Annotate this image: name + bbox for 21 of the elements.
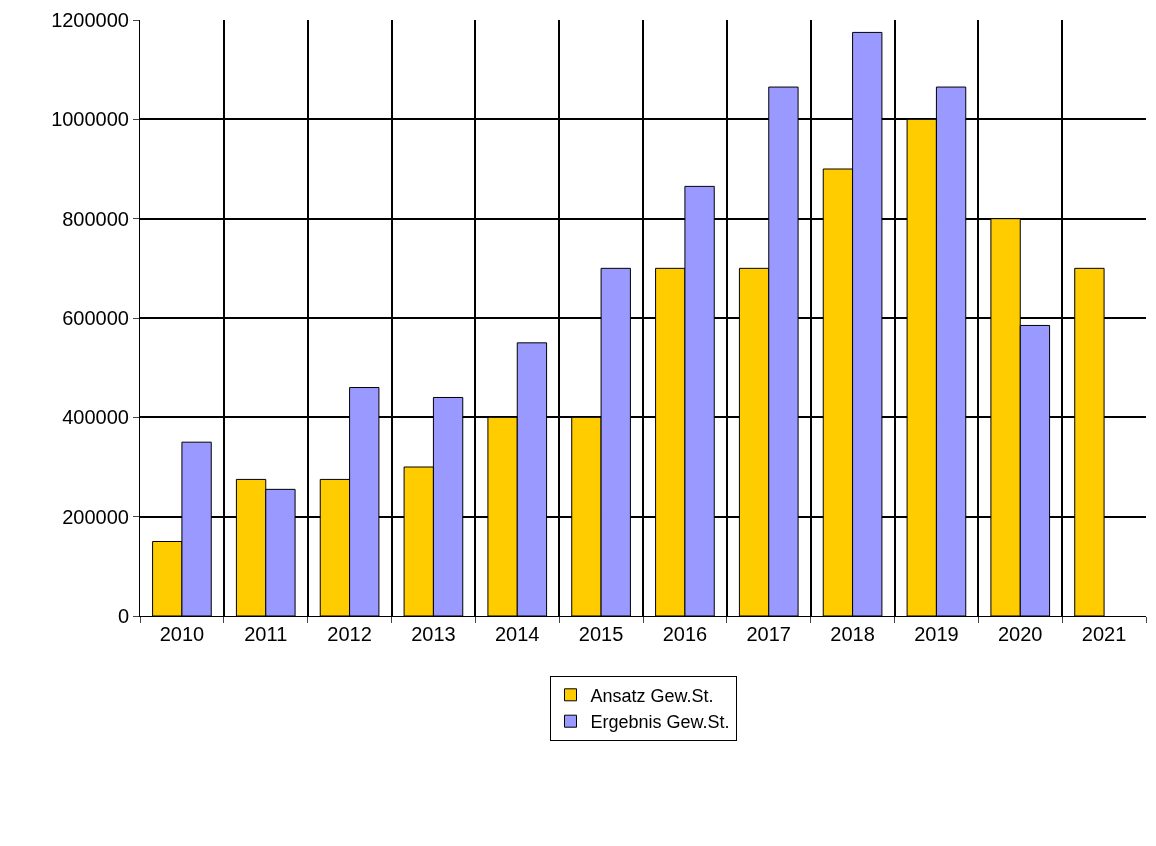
x-tick-label: 2019 [914,623,959,645]
x-tick-label: 2017 [746,623,791,645]
x-tick-label: 2012 [327,623,372,645]
x-tick-label: 2014 [495,623,540,645]
x-tick-label: 2011 [244,623,288,645]
y-tick-label: 800000 [62,207,129,230]
legend-label: Ergebnis Gew.St. [590,712,730,733]
y-tick-label: 200000 [62,505,129,528]
x-tick-label: 2020 [998,623,1043,645]
x-tick-label: 2013 [411,623,456,645]
y-tick-label: 1000000 [51,108,129,131]
y-tick-label: 1200000 [51,9,129,31]
y-tick-label: 600000 [62,307,129,329]
y-tick-label: 400000 [62,406,129,429]
x-tick-label: 2015 [578,623,624,645]
x-tick-label: 2016 [662,623,708,645]
legend-label: Ansatz Gew.St. [590,685,714,706]
x-tick-label: 2018 [830,623,875,645]
x-tick-label: 2021 [1081,623,1127,645]
x-tick-label: 2010 [159,623,205,645]
y-tick-label: 0 [117,605,129,627]
